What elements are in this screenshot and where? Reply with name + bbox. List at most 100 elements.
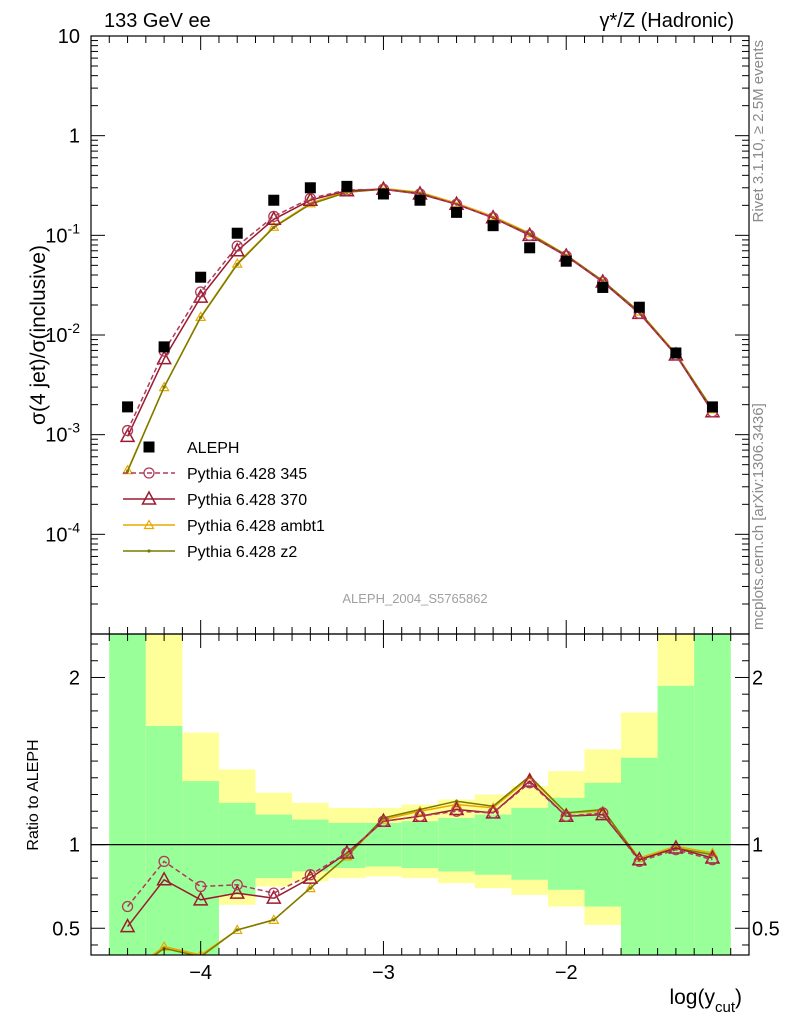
legend-entry-p370: Pythia 6.428 370 — [123, 490, 307, 509]
main-point-data — [597, 281, 609, 293]
ratio-point-p345 — [158, 855, 170, 868]
band-inner-bin — [109, 634, 146, 955]
legend-label: Pythia 6.428 ambt1 — [187, 518, 325, 535]
legend-marker — [143, 441, 155, 453]
ratio-point-z2 — [235, 928, 239, 932]
main-y-axis-label: σ(4 jet)/σ(inclusive) — [27, 245, 50, 425]
main-point-data — [341, 180, 353, 192]
ratio-point-p345 — [633, 855, 645, 868]
main-point-data — [706, 401, 718, 413]
ratio-point-ambt1 — [487, 802, 499, 812]
ratio-point-p370 — [119, 918, 136, 933]
main-point-data — [268, 194, 280, 206]
ratio-point-ambt1 — [451, 798, 463, 809]
main-point-z2 — [162, 385, 166, 389]
ratio-point-p345 — [487, 807, 499, 819]
ratio-point-p370 — [448, 800, 465, 816]
legend-marker — [143, 467, 155, 479]
band-inner-bin — [182, 781, 219, 955]
ratio-point-p345 — [560, 810, 572, 822]
tick-exponent: -1 — [68, 220, 81, 236]
legend-label: ALEPH — [187, 440, 239, 457]
ratio-point-ambt1 — [304, 882, 316, 893]
ratio-y-tick-label-right: 0.5 — [752, 918, 780, 940]
ratio-point-p345 — [341, 847, 353, 859]
main-point-data — [451, 206, 463, 218]
x-axis-label-close: ) — [735, 986, 742, 1009]
main-point-data — [304, 182, 316, 194]
main-y-tick-label: 10-4 — [45, 519, 80, 546]
x-tick-label: −3 — [372, 962, 395, 984]
ratio-point-p345 — [195, 880, 207, 893]
ratio-plot-series — [119, 772, 721, 976]
main-point-p345 — [195, 286, 207, 298]
ratio-y-tick-label-right: 2 — [752, 667, 763, 689]
band-inner-bin — [255, 814, 293, 879]
legend-marker — [141, 490, 157, 505]
ratio-point-z2 — [126, 973, 129, 976]
ratio-point-p370 — [192, 891, 209, 906]
tick-exponent: -3 — [68, 420, 81, 436]
main-point-data — [414, 194, 426, 206]
main-y-tick-label: 10-3 — [45, 420, 80, 447]
main-point-p370 — [119, 427, 136, 443]
header-left: 133 GeV ee — [104, 10, 211, 32]
legend-entry-p345: Pythia 6.428 345 — [123, 466, 307, 483]
legend-label: Pythia 6.428 370 — [187, 492, 307, 509]
x-axis-label-subscript: cut — [715, 999, 736, 1016]
ratio-point-p370 — [229, 884, 245, 899]
tick-exponent: -4 — [68, 519, 81, 535]
ratio-point-p370 — [521, 772, 538, 787]
main-point-ambt1 — [195, 311, 207, 321]
main-line-p345 — [126, 188, 714, 431]
header-right: γ*/Z (Hadronic) — [600, 10, 734, 32]
main-point-z2 — [272, 225, 276, 230]
band-inner-bin — [694, 634, 731, 955]
ratio-y-axis-label: Ratio to ALEPH — [25, 739, 42, 850]
tick-base: 10 — [45, 325, 67, 347]
ratio-point-p345 — [414, 810, 426, 822]
ratio-point-ambt1 — [706, 847, 718, 858]
main-point-data — [158, 341, 170, 353]
tick-exponent: -2 — [68, 320, 81, 336]
ratio-point-p345 — [706, 854, 719, 866]
main-point-data — [633, 301, 645, 313]
main-point-ambt1 — [158, 381, 170, 392]
legend-entry-data: ALEPH — [143, 440, 239, 457]
ratio-point-p345 — [524, 777, 536, 789]
legend-entry-ambt1: Pythia 6.428 ambt1 — [123, 518, 325, 535]
main-series-p370 — [119, 180, 721, 443]
ratio-point-p370 — [631, 851, 648, 866]
main-plot-series — [119, 180, 721, 475]
ratio-y-tick-label-right: 1 — [752, 835, 763, 857]
main-point-p345 — [304, 192, 316, 205]
legend-marker — [143, 519, 155, 530]
ratio-point-p345 — [121, 900, 134, 913]
ratio-point-ambt1 — [341, 850, 353, 861]
main-line-z2 — [126, 188, 714, 472]
band-inner-bin — [657, 685, 695, 955]
ratio-point-z2 — [272, 918, 276, 922]
ratio-point-z2 — [308, 886, 312, 890]
ratio-point-p370 — [156, 871, 172, 886]
main-point-data — [487, 220, 499, 232]
main-point-p345 — [524, 229, 536, 241]
main-line-p370 — [126, 188, 714, 437]
main-line-ambt1 — [126, 187, 714, 471]
ratio-point-p345 — [450, 805, 463, 817]
main-point-data — [377, 188, 389, 200]
ratio-y-tick-label-left: 0.5 — [52, 918, 80, 940]
mcplots-label: mcplots.cern.ch [arXiv:1306.3436] — [750, 403, 767, 630]
x-tick-label: −2 — [555, 962, 578, 984]
main-point-data — [560, 255, 572, 267]
ratio-point-p345 — [268, 887, 280, 899]
legend-entry-z2: Pythia 6.428 z2 — [123, 544, 297, 561]
main-series-p345 — [121, 183, 719, 437]
ratio-point-ambt1 — [268, 914, 280, 924]
x-tick-label: −4 — [189, 962, 212, 984]
legend: ALEPH Pythia 6.428 345 Pythia 6.428 370 Pyt… — [123, 440, 325, 561]
band-inner-bin — [145, 725, 183, 955]
main-point-z2 — [125, 469, 130, 473]
tick-base: 10 — [45, 425, 67, 447]
